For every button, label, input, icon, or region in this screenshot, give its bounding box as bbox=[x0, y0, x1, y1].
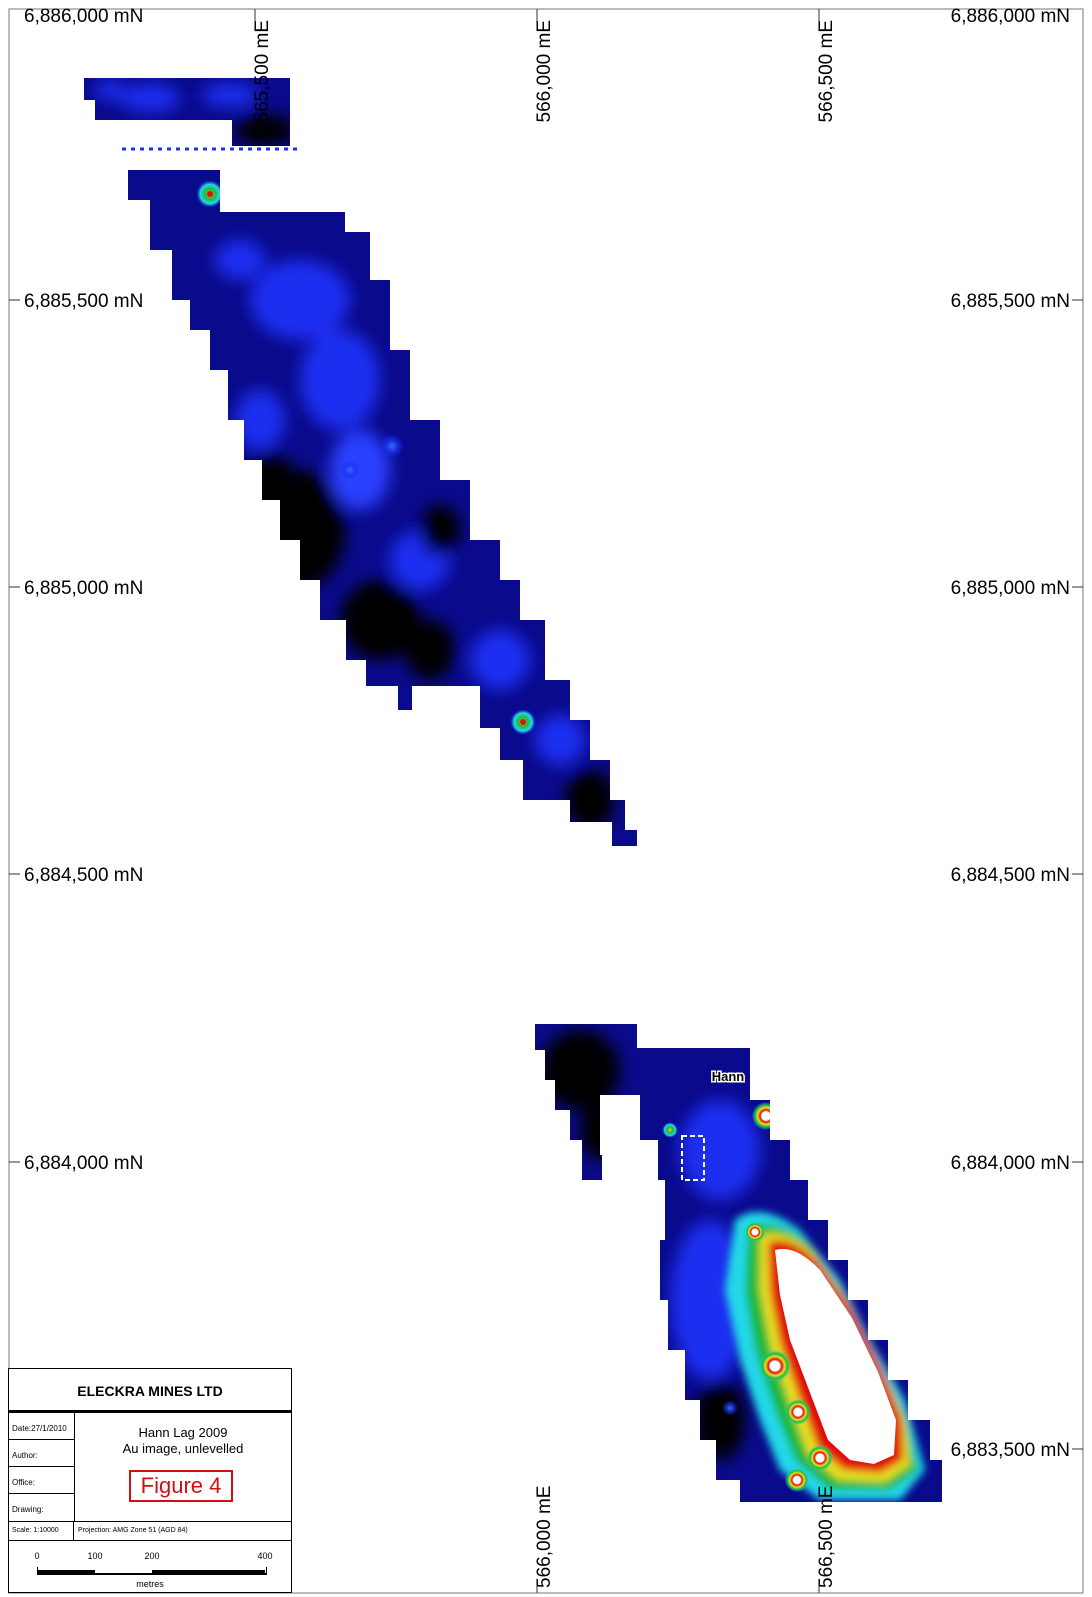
company-name: ELECKRA MINES LTD bbox=[9, 1369, 291, 1413]
office-field: Office: bbox=[9, 1467, 74, 1494]
scalebar-tick-0: 0 bbox=[34, 1551, 40, 1561]
figure-label: Figure 4 bbox=[129, 1470, 233, 1502]
survey-block-south bbox=[535, 1024, 942, 1502]
scalebar-tick-200: 200 bbox=[144, 1551, 160, 1561]
scalebar-tick-400: 400 bbox=[257, 1551, 273, 1561]
northing-label-left: 6,886,000 mN bbox=[24, 6, 143, 27]
easting-label-bottom: 566,000 mE bbox=[534, 1486, 555, 1588]
northing-label-left: 6,884,000 mN bbox=[24, 1153, 143, 1174]
survey-block-north bbox=[128, 170, 637, 846]
northing-label-right: 6,886,000 mN bbox=[951, 6, 1070, 27]
grid-ticks bbox=[9, 9, 1083, 1593]
date-field: Date:27/1/2010 bbox=[9, 1413, 74, 1440]
scalebar-tick-100: 100 bbox=[87, 1551, 103, 1561]
scalebar-units: metres bbox=[136, 1579, 164, 1589]
northing-label-right: 6,884,000 mN bbox=[951, 1153, 1070, 1174]
metadata-column: Date:27/1/2010 Author: Office: Drawing: bbox=[9, 1413, 75, 1521]
title-block: ELECKRA MINES LTD Date:27/1/2010 Author:… bbox=[8, 1368, 292, 1593]
easting-label-top: 566,000 mE bbox=[534, 20, 555, 122]
scale-bar: 0 100 200 400 metres bbox=[9, 1541, 291, 1592]
northing-label-right: 6,885,000 mN bbox=[951, 578, 1070, 599]
easting-label-bottom: 566,500 mE bbox=[816, 1486, 837, 1588]
drawing-field: Drawing: bbox=[12, 1505, 44, 1514]
easting-label-top: 566,500 mE bbox=[816, 20, 837, 122]
scalebar-segment bbox=[152, 1570, 265, 1573]
northing-label-left: 6,885,500 mN bbox=[24, 291, 143, 312]
place-label-hann: Hann bbox=[712, 1069, 745, 1084]
author-field: Author: bbox=[9, 1440, 74, 1467]
northing-label-right: 6,883,500 mN bbox=[951, 1440, 1070, 1461]
scalebar-segment bbox=[37, 1570, 95, 1573]
easting-label-top: 565,500 mE bbox=[252, 20, 273, 122]
scale-label: Scale: 1:10000 bbox=[12, 1527, 59, 1534]
map-subtitle: Au image, unlevelled bbox=[122, 1441, 244, 1456]
title-area: Hann Lag 2009 Au image, unlevelled Figur… bbox=[75, 1413, 291, 1521]
projection-label: Projection: AMG Zone 51 (AGD 84) bbox=[73, 1522, 188, 1540]
map-frame bbox=[8, 8, 1084, 1594]
hann-outline bbox=[681, 1135, 705, 1181]
northing-label-right: 6,885,500 mN bbox=[951, 291, 1070, 312]
northing-label-left: 6,885,000 mN bbox=[24, 578, 143, 599]
northing-label-left: 6,884,500 mN bbox=[24, 865, 143, 886]
map-title: Hann Lag 2009 bbox=[138, 1425, 228, 1440]
scale-projection-row: Scale: 1:10000 Projection: AMG Zone 51 (… bbox=[9, 1521, 291, 1541]
northing-label-right: 6,884,500 mN bbox=[951, 865, 1070, 886]
